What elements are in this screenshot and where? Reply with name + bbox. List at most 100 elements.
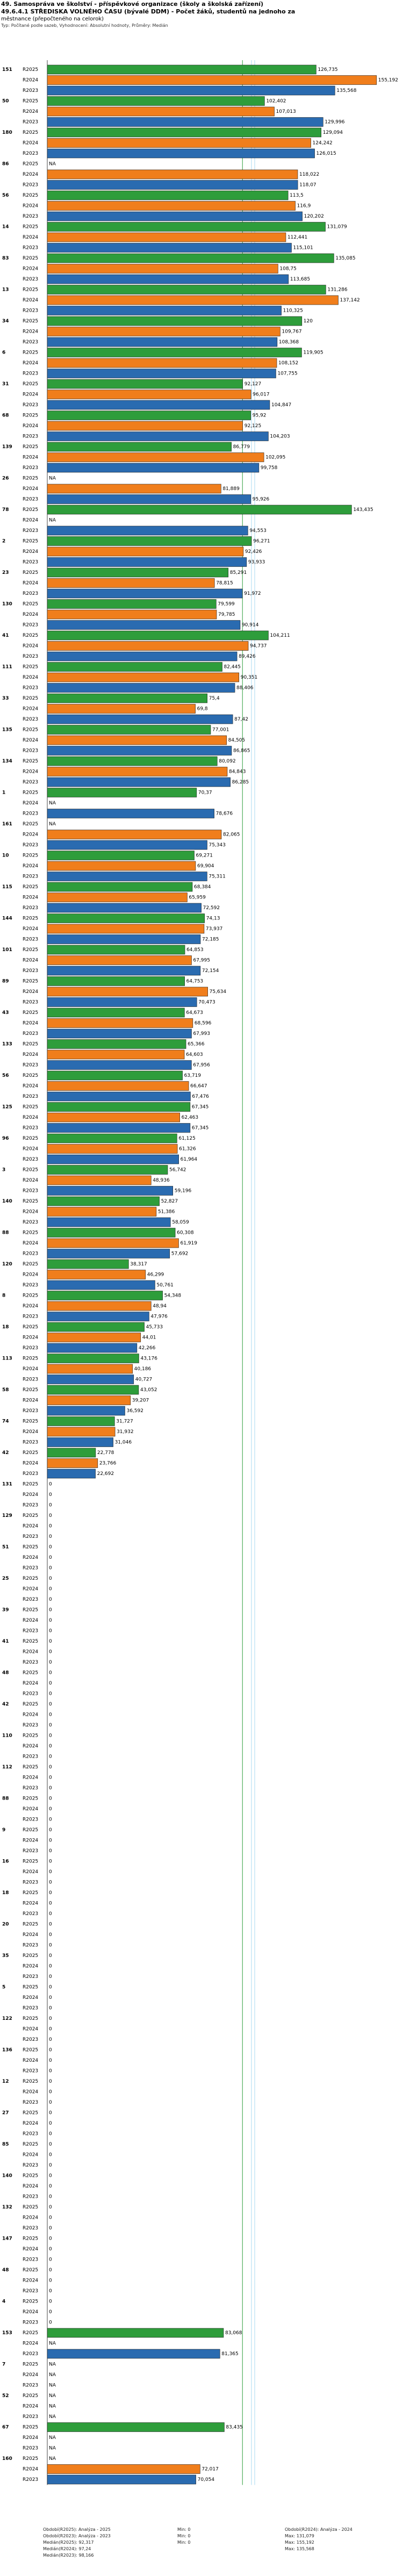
bar-r2024 — [47, 987, 208, 997]
bar-r2025 — [47, 725, 211, 735]
bar-r2024 — [47, 75, 377, 85]
series-label: R2024 — [23, 1932, 38, 1938]
value-label: 48,94 — [153, 1304, 167, 1309]
series-label: R2023 — [23, 749, 38, 754]
series-label: R2025 — [23, 728, 38, 733]
value-label: 77,001 — [212, 728, 229, 733]
bar-r2024 — [47, 1144, 178, 1154]
value-label: 60,308 — [177, 1231, 194, 1236]
bar-r2025 — [47, 316, 303, 326]
value-label: 68,384 — [194, 884, 211, 890]
group-label: 16 — [2, 1859, 9, 1865]
value-label: 0 — [49, 2079, 52, 2084]
value-label: 0 — [49, 2058, 52, 2063]
bar-r2025 — [47, 64, 316, 75]
bar-r2023 — [47, 809, 214, 818]
series-label: R2025 — [23, 665, 38, 670]
bar-r2023 — [47, 431, 269, 441]
value-label: 0 — [49, 2226, 52, 2231]
series-label: R2025 — [23, 790, 38, 796]
series-label: R2025 — [23, 319, 38, 324]
series-label: R2023 — [23, 843, 38, 848]
value-label: 0 — [49, 2184, 52, 2189]
value-label: 23,766 — [99, 1461, 117, 1466]
value-label: 0 — [49, 2163, 52, 2168]
value-label: 0 — [49, 1503, 52, 1508]
group-label: 144 — [2, 916, 12, 922]
value-label: 82,445 — [224, 665, 241, 670]
series-label: R2025 — [23, 2016, 38, 2021]
bar-r2024 — [47, 861, 196, 871]
value-label: 0 — [49, 1922, 52, 1927]
footer-median-2023: Medián(R2023): 98,166 — [43, 2553, 94, 2558]
group-label: 48 — [2, 2268, 9, 2273]
series-label: R2024 — [23, 1147, 38, 1152]
value-label: 70,473 — [198, 1000, 215, 1005]
value-label: 92,127 — [244, 382, 262, 387]
group-label: 86 — [2, 162, 9, 167]
value-label: 81,365 — [221, 2351, 239, 2357]
value-label: 31,932 — [117, 1429, 134, 1435]
series-label: R2023 — [23, 2414, 38, 2420]
value-label: 78,676 — [216, 811, 233, 817]
value-label: 84,505 — [228, 738, 246, 743]
series-label: R2024 — [23, 989, 38, 995]
bar-r2025 — [47, 913, 205, 923]
series-label: R2025 — [23, 1890, 38, 1896]
group-label: 1 — [2, 790, 5, 796]
series-label: R2025 — [23, 2236, 38, 2242]
value-label: 72,154 — [202, 968, 219, 974]
series-label: R2025 — [23, 507, 38, 513]
bar-r2024 — [47, 1081, 189, 1091]
value-label: 0 — [49, 2257, 52, 2263]
series-label: R2023 — [23, 2289, 38, 2294]
series-label: R2025 — [23, 853, 38, 859]
group-label: 120 — [2, 1262, 12, 1267]
series-label: R2025 — [23, 350, 38, 356]
series-label: R2023 — [23, 1911, 38, 1917]
series-label: R2025 — [23, 2205, 38, 2210]
bar-r2023 — [47, 337, 278, 347]
bar-r2024 — [47, 830, 222, 839]
bar-r2023 — [47, 400, 270, 410]
series-label: R2025 — [23, 1765, 38, 1770]
bar-r2025 — [47, 96, 265, 106]
value-label: 107,755 — [277, 371, 297, 377]
value-label: 66,647 — [190, 1084, 207, 1089]
group-label: 26 — [2, 476, 9, 481]
value-label: 124,242 — [313, 141, 333, 146]
series-label: R2023 — [23, 1189, 38, 1194]
bar-r2023 — [47, 683, 235, 693]
value-label: 67,993 — [193, 1031, 210, 1037]
value-label: 0 — [49, 1775, 52, 1781]
series-label: R2025 — [23, 1387, 38, 1393]
value-label: 95,92 — [253, 413, 267, 419]
bar-r2025 — [47, 1070, 183, 1081]
series-label: R2024 — [23, 2341, 38, 2347]
bar-r2023 — [47, 180, 298, 190]
group-label: 56 — [2, 1073, 9, 1078]
series-label: R2024 — [23, 1712, 38, 1718]
value-label: 45,733 — [146, 1325, 163, 1330]
value-label: 65,959 — [189, 895, 206, 901]
bar-r2023 — [47, 1469, 96, 1479]
bar-r2023 — [47, 2474, 196, 2485]
series-label: R2024 — [23, 895, 38, 901]
value-label: 69,8 — [197, 707, 208, 712]
value-label: 126,735 — [318, 67, 337, 73]
group-label: 115 — [2, 884, 12, 890]
series-label: R2025 — [23, 1545, 38, 1550]
series-label: R2025 — [23, 1513, 38, 1519]
value-label: 88,406 — [236, 686, 254, 691]
value-label: 75,4 — [209, 696, 220, 701]
bar-r2023 — [47, 463, 260, 473]
bar-r2025 — [47, 1385, 139, 1395]
value-label: 93,933 — [248, 560, 265, 565]
value-label: 74,13 — [206, 916, 220, 922]
series-label: R2025 — [23, 2362, 38, 2368]
bar-r2024 — [47, 138, 311, 148]
series-label: R2023 — [23, 1283, 38, 1288]
footer-stats-left: Období(R2025): Analýza - 2025 Období(R20… — [43, 2527, 111, 2559]
series-label: R2024 — [23, 1084, 38, 1089]
series-label: R2025 — [23, 1199, 38, 1204]
